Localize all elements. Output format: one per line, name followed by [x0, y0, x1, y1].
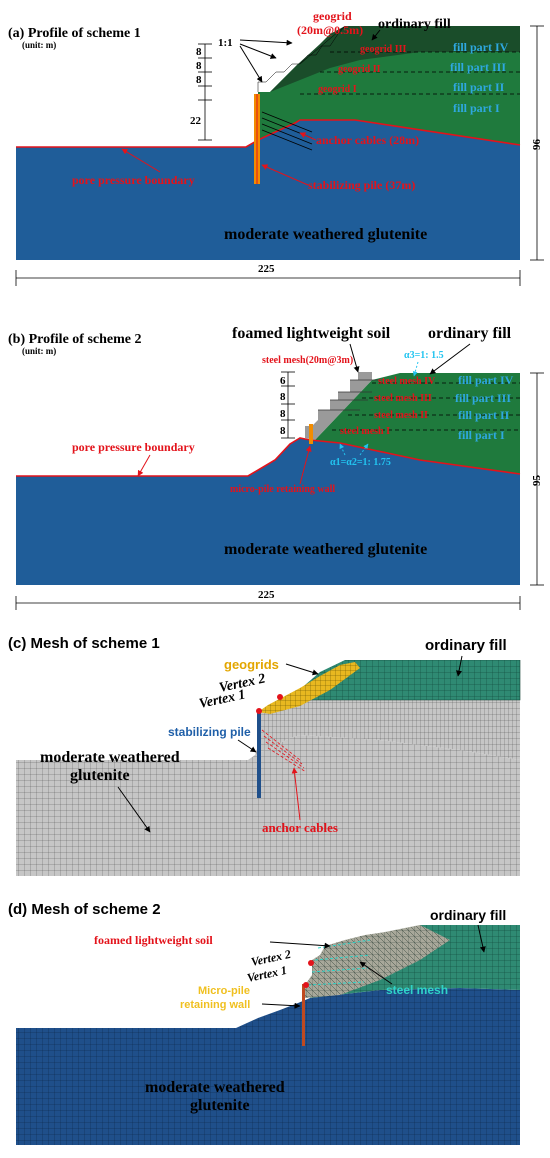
- micro-pile-label-d-1: Micro-pile: [198, 985, 250, 997]
- geogrids-mesh-c: [258, 662, 360, 714]
- rock-mesh-d: [16, 988, 520, 1145]
- geogrid-2: geogrid II: [338, 64, 381, 75]
- fill-part-3-b: fill part III: [455, 391, 511, 405]
- panel-c: (c) Mesh of scheme 1 geogrids ordinary f…: [8, 635, 521, 876]
- height-a: 96: [531, 139, 543, 151]
- vertex-1-dot-d: [303, 982, 309, 988]
- ordinary-fill-a: ordinary fill: [378, 17, 451, 32]
- fill-mesh-c: [258, 660, 520, 712]
- fill-part-4-b: fill part IV: [458, 373, 514, 387]
- vertex-2-dot-c: [277, 694, 283, 700]
- panel-b-title: (b) Profile of scheme 2: [8, 332, 141, 347]
- stabilizing-pile-label-c: stabilizing pile: [168, 725, 251, 739]
- geogrids-label-c: geogrids: [224, 657, 279, 672]
- micro-pile-label-d-2: retaining wall: [180, 999, 250, 1011]
- anchor-label-c: anchor cables: [262, 820, 338, 835]
- fill-part-1-a: fill part I: [453, 101, 500, 115]
- steel-mesh-3: steel mesh III: [374, 393, 432, 404]
- ordinary-fill-b: ordinary fill: [428, 325, 512, 342]
- steel-mesh-2: steel mesh II: [374, 410, 428, 421]
- height-b: 95: [531, 475, 543, 487]
- geogrid-label: geogrid: [313, 9, 352, 23]
- foamed-label-b: foamed lightweight soil: [232, 325, 391, 342]
- fill-part-2-a: fill part II: [453, 80, 505, 94]
- dim-a-2: 8: [196, 60, 202, 72]
- dim-b-1: 6: [280, 375, 286, 387]
- vertex-2-dot-d: [308, 960, 314, 966]
- steel-mesh-spec: steel mesh(20m@3m): [262, 355, 353, 366]
- anchor-cables-a: anchor cables (28m): [316, 133, 419, 147]
- pore-boundary-a: pore pressure boundary: [72, 173, 195, 187]
- geogrid-spec: (20m@0.5m): [297, 23, 363, 37]
- vertex-1-dot-c: [256, 708, 262, 714]
- panel-d: (d) Mesh of scheme 2 ordinary fill foame…: [8, 901, 520, 1145]
- foamed-soil-b: [305, 372, 372, 440]
- micro-pile-d: [302, 984, 305, 1046]
- rock-label-d-2: glutenite: [190, 1097, 250, 1114]
- slope-ratio-a: 1:1: [218, 37, 233, 49]
- geogrid-3: geogrid III: [360, 44, 407, 55]
- width-b: 225: [258, 589, 275, 601]
- ordinary-fill-d: ordinary fill: [430, 907, 506, 923]
- dim-a-1: 8: [196, 46, 202, 58]
- panel-c-title: (c) Mesh of scheme 1: [8, 635, 160, 652]
- dim-a-3: 8: [196, 74, 202, 86]
- rock-label-c-1: moderate weathered: [40, 749, 180, 766]
- rock-label-a: moderate weathered glutenite: [224, 226, 427, 243]
- steel-mesh-4: steel mesh IV: [378, 376, 436, 387]
- fill-part-2-b: fill part II: [458, 408, 510, 422]
- micro-pile-b: [309, 424, 313, 444]
- dim-a-4: 22: [190, 115, 202, 127]
- fill-part-3-a: fill part III: [450, 60, 506, 74]
- pore-boundary-b: pore pressure boundary: [72, 440, 195, 454]
- panel-a-unit: (unit: m): [22, 40, 56, 50]
- steel-mesh-label-d: steel mesh: [386, 983, 448, 997]
- stabilizing-pile-label-a: stabilizing pile (37m): [308, 178, 415, 192]
- panel-a-title: (a) Profile of scheme 1: [8, 26, 141, 41]
- steel-mesh-1: steel mesh I: [340, 426, 390, 437]
- rock-label-c-2: glutenite: [70, 767, 130, 784]
- rock-label-b: moderate weathered glutenite: [224, 541, 427, 558]
- geogrid-1: geogrid I: [318, 84, 357, 95]
- fill-part-1-b: fill part I: [458, 428, 505, 442]
- rock-layer-b: [16, 438, 520, 585]
- rock-mesh-c: [16, 735, 520, 876]
- micro-pile-label-b: micro-pile retaining wall: [230, 484, 335, 495]
- dim-b-2: 8: [280, 391, 286, 403]
- foamed-mesh-d: [305, 925, 450, 998]
- rock-layer-a: [16, 120, 520, 260]
- alpha12-label: α1=α2=1: 1.75: [330, 457, 391, 468]
- fill-part-4-a: fill part IV: [453, 40, 509, 54]
- panel-a: (a) Profile of scheme 1 (unit: m): [8, 9, 544, 286]
- vertex-1-c: Vertex 1: [198, 687, 247, 711]
- panel-b-unit: (unit: m): [22, 346, 56, 356]
- panel-b: (b) Profile of scheme 2 (unit: m): [8, 325, 544, 610]
- stabilizing-pile-c: [257, 712, 261, 798]
- panel-d-title: (d) Mesh of scheme 2: [8, 901, 161, 918]
- width-a: 225: [258, 263, 275, 275]
- rock-label-d-1: moderate weathered: [145, 1079, 285, 1096]
- ordinary-fill-c: ordinary fill: [425, 637, 507, 654]
- dim-b-4: 8: [280, 425, 286, 437]
- dim-b-3: 8: [280, 408, 286, 420]
- foamed-label-d: foamed lightweight soil: [94, 933, 213, 947]
- alpha3-label: α3=1: 1.5: [404, 350, 444, 361]
